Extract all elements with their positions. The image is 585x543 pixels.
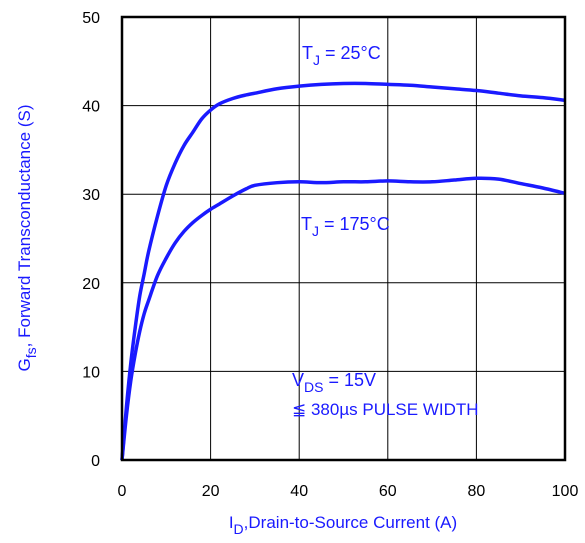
y-tick-label-10: 10 — [82, 364, 100, 381]
series-label-25c: TJ = 25°C — [302, 43, 381, 68]
y-tick-label-50: 50 — [82, 10, 100, 27]
x-tick-label-60: 60 — [379, 483, 397, 500]
pulse-width-annotation: ≦ 380µs PULSE WIDTH — [292, 400, 479, 419]
x-tick-label-0: 0 — [118, 483, 127, 500]
y-tick-labels: 0 10 20 30 40 50 — [82, 10, 100, 470]
y-tick-label-40: 40 — [82, 99, 100, 116]
x-tick-label-20: 20 — [202, 483, 220, 500]
x-tick-label-80: 80 — [468, 483, 486, 500]
x-axis-label-main: I — [229, 513, 234, 532]
y-tick-label-0: 0 — [91, 453, 100, 470]
x-tick-label-100: 100 — [552, 483, 579, 500]
series-label-175c-rest: = 175°C — [319, 214, 390, 234]
pulse-text: 380µs PULSE WIDTH — [306, 400, 478, 419]
series-line-175c — [120, 176, 566, 461]
y-axis-label: Gfs, Forward Transconductance (S) — [15, 105, 39, 372]
series-label-25c-sub: J — [313, 52, 320, 68]
vds-main: V — [292, 370, 304, 390]
x-axis-label: ID,Drain-to-Source Current (A) — [229, 513, 457, 537]
pulse-symbol: ≦ — [292, 400, 306, 419]
series-line-25c — [120, 81, 566, 461]
series-label-175c-sub: J — [312, 223, 319, 239]
x-tick-labels: 0 20 40 60 80 100 — [118, 483, 579, 500]
y-tick-label-30: 30 — [82, 187, 100, 204]
series-label-25c-rest: = 25°C — [320, 43, 381, 63]
vds-annotation: VDS = 15V — [292, 370, 376, 395]
series-label-175c-main: T — [301, 214, 312, 234]
vds-rest: = 15V — [323, 370, 376, 390]
y-tick-label-20: 20 — [82, 276, 100, 293]
plot-frame — [120, 15, 567, 462]
x-axis-label-rest: ,Drain-to-Source Current (A) — [244, 513, 458, 532]
series-label-25c-main: T — [302, 43, 313, 63]
series-lines — [120, 81, 566, 461]
y-axis-label-rest: , Forward Transconductance (S) — [15, 105, 34, 348]
x-tick-label-40: 40 — [290, 483, 308, 500]
y-axis-label-sub: fs — [23, 347, 39, 358]
vds-sub: DS — [304, 379, 323, 395]
series-label-175c: TJ = 175°C — [301, 214, 390, 239]
y-axis-label-main: G — [15, 358, 34, 371]
x-axis-label-sub: D — [234, 521, 244, 537]
